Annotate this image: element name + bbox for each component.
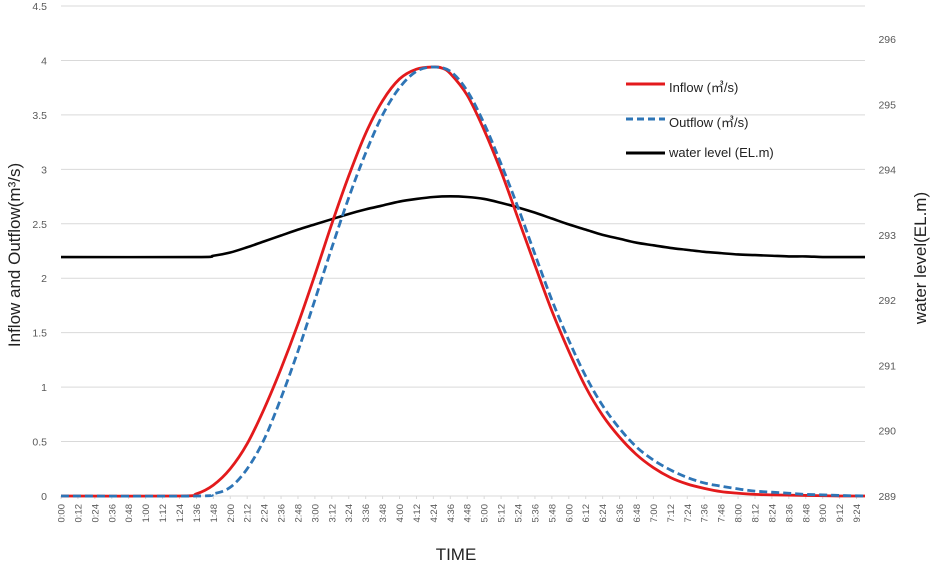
x-tick-label: 2:36 bbox=[277, 504, 288, 523]
legend-label-water-level: water level (EL.m) bbox=[668, 145, 774, 160]
x-tick-label: 0:36 bbox=[107, 504, 118, 523]
right-tick-label: 289 bbox=[878, 491, 896, 503]
x-tick-label: 4:48 bbox=[463, 504, 474, 523]
left-tick-label: 2.5 bbox=[32, 219, 47, 231]
x-tick-label: 0:12 bbox=[73, 504, 84, 523]
x-tick-label: 3:24 bbox=[344, 504, 355, 523]
left-tick-label: 3.5 bbox=[32, 110, 47, 122]
x-tick-label: 9:12 bbox=[835, 504, 846, 523]
x-tick-label: 1:24 bbox=[175, 504, 186, 523]
right-tick-label: 294 bbox=[878, 165, 896, 177]
x-tick-label: 4:36 bbox=[446, 504, 457, 523]
x-tick-label: 7:48 bbox=[717, 504, 728, 523]
right-tick-label: 293 bbox=[878, 230, 896, 242]
x-tick-label: 1:12 bbox=[158, 504, 169, 523]
series-lines bbox=[60, 65, 866, 498]
x-tick-label: 0:48 bbox=[124, 504, 135, 523]
x-tick-label: 4:00 bbox=[395, 504, 406, 523]
x-tick-label: 1:48 bbox=[209, 504, 220, 523]
right-tick-label: 296 bbox=[878, 34, 896, 46]
right-tick-label: 290 bbox=[878, 426, 896, 438]
x-tick-label: 8:12 bbox=[750, 504, 761, 523]
x-tick-label: 8:36 bbox=[784, 504, 795, 523]
left-axis-ticks: 0 0.5 1 1.5 2 2.5 3 3.5 4 4.5 bbox=[32, 1, 47, 503]
x-tick-label: 7:12 bbox=[666, 504, 677, 523]
x-tick-label: 9:24 bbox=[852, 504, 863, 523]
right-tick-label: 295 bbox=[878, 99, 896, 111]
x-axis-title: TIME bbox=[436, 545, 477, 564]
x-tick-label: 2:48 bbox=[293, 504, 304, 523]
x-tick-label: 7:24 bbox=[683, 504, 694, 523]
x-tick-label: 6:00 bbox=[564, 504, 575, 523]
x-tick-label: 2:00 bbox=[226, 504, 237, 523]
x-tick-label: 6:36 bbox=[615, 504, 626, 523]
x-tick-label: 2:24 bbox=[260, 504, 271, 523]
left-tick-label: 1.5 bbox=[32, 328, 47, 340]
x-tick-label: 6:12 bbox=[581, 504, 592, 523]
series-line-inflow bbox=[60, 65, 866, 498]
x-tick-label: 6:24 bbox=[598, 504, 609, 523]
x-tick-label: 1:36 bbox=[192, 504, 203, 523]
legend: Inflow (㎥/s) Outflow (㎥/s) water level (… bbox=[626, 80, 774, 160]
x-tick-label: 3:36 bbox=[361, 504, 372, 523]
x-tick-label: 0:00 bbox=[57, 504, 68, 523]
series-line-outflow bbox=[60, 65, 866, 498]
x-tick-label: 8:00 bbox=[734, 504, 745, 523]
right-axis-ticks: 289 290 291 292 293 294 295 296 bbox=[878, 34, 896, 503]
x-tick-label: 3:00 bbox=[310, 504, 321, 523]
x-tick-label: 7:36 bbox=[700, 504, 711, 523]
legend-label-outflow: Outflow (㎥/s) bbox=[669, 115, 748, 130]
x-tick-label: 5:36 bbox=[530, 504, 541, 523]
x-tick-label: 5:00 bbox=[480, 504, 491, 523]
x-tick-label: 2:12 bbox=[243, 504, 254, 523]
x-tick-label: 4:12 bbox=[412, 504, 423, 523]
x-tick-label: 6:48 bbox=[632, 504, 643, 523]
left-tick-label: 4.5 bbox=[32, 1, 47, 13]
left-tick-label: 4 bbox=[41, 55, 47, 67]
right-tick-label: 292 bbox=[878, 295, 896, 307]
left-tick-label: 1 bbox=[41, 382, 47, 394]
left-axis-title: Inflow and Outflow(m³/s) bbox=[5, 163, 24, 347]
x-tick-label: 7:00 bbox=[649, 504, 660, 523]
left-tick-label: 2 bbox=[41, 273, 47, 285]
x-tick-label: 5:48 bbox=[547, 504, 558, 523]
left-tick-label: 3 bbox=[41, 164, 47, 176]
x-tick-label: 8:24 bbox=[767, 504, 778, 523]
x-axis-ticks: 0:00 0:12 0:24 0:36 0:48 1:00 1:12 1:24 1:36 1:48… bbox=[57, 495, 865, 523]
x-tick-label: 5:24 bbox=[514, 504, 525, 523]
right-tick-label: 291 bbox=[878, 360, 896, 372]
legend-label-inflow: Inflow (㎥/s) bbox=[669, 80, 738, 95]
left-tick-label: 0.5 bbox=[32, 437, 47, 449]
series-line-water-level bbox=[60, 195, 865, 259]
x-tick-label: 0:24 bbox=[90, 504, 101, 523]
x-tick-label: 5:12 bbox=[497, 504, 508, 523]
left-tick-label: 0 bbox=[41, 491, 47, 503]
x-tick-label: 3:12 bbox=[327, 504, 338, 523]
right-axis-title: water level(EL.m) bbox=[911, 192, 930, 325]
x-tick-label: 1:00 bbox=[141, 504, 152, 523]
x-tick-label: 3:48 bbox=[378, 504, 389, 523]
gridlines bbox=[61, 5, 865, 497]
x-tick-label: 8:48 bbox=[801, 504, 812, 523]
x-tick-label: 9:00 bbox=[818, 504, 829, 523]
x-tick-label: 4:24 bbox=[429, 504, 440, 523]
